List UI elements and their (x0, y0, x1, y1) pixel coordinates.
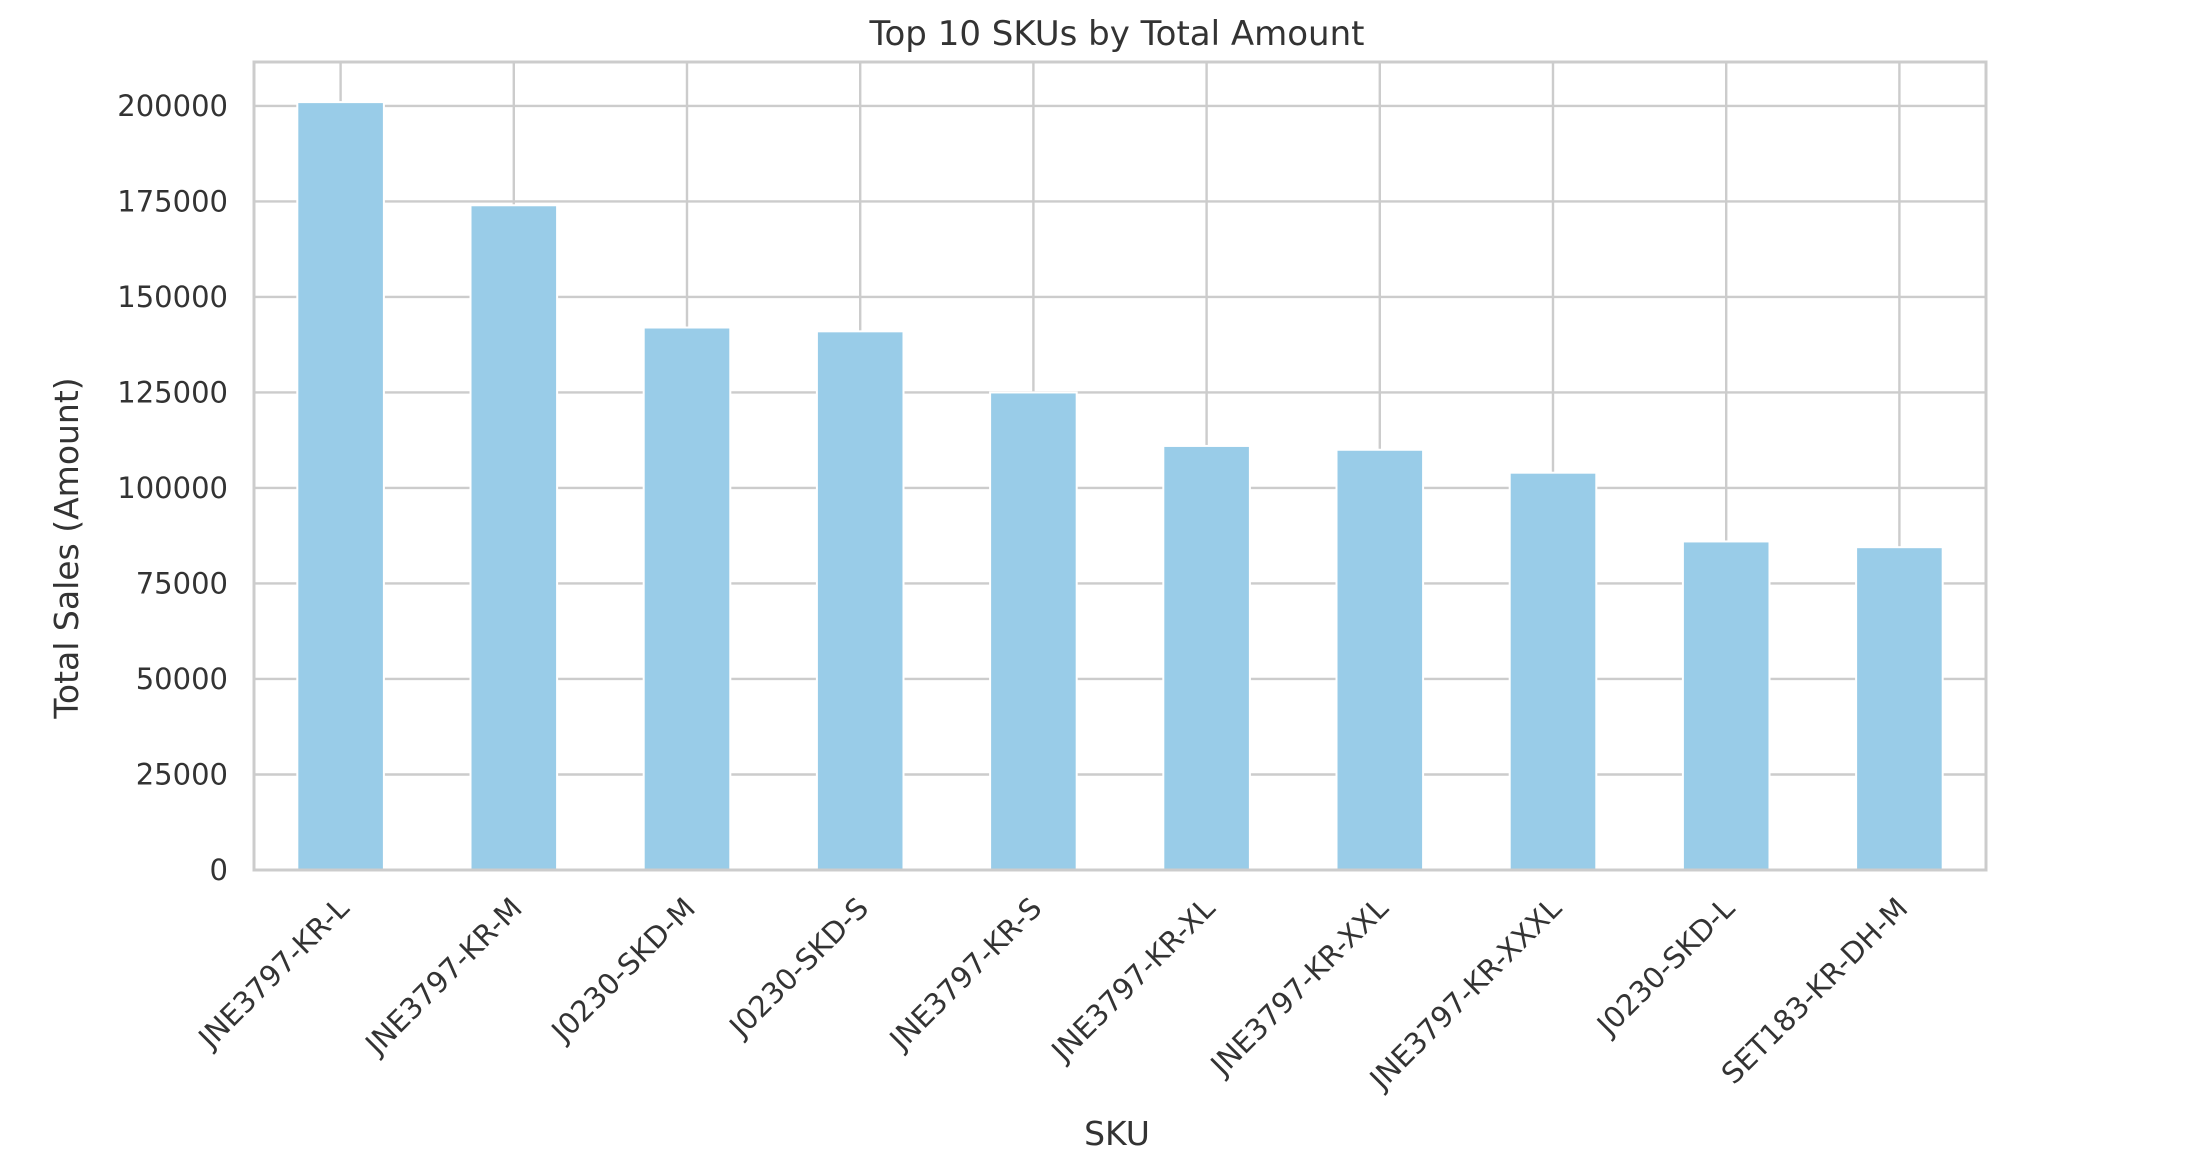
x-tick-label: SET183-KR-DH-M (1715, 891, 1915, 1091)
x-tick-label: JNE3797-KR-S (882, 891, 1049, 1058)
x-tick-label: JNE3797-KR-L (190, 891, 355, 1056)
x-tick-label: JNE3797-KR-XXL (1203, 891, 1395, 1083)
x-tick-label: J0230-SKD-L (1589, 891, 1741, 1043)
x-tick-label: JNE3797-KR-M (357, 891, 528, 1062)
y-tick-label: 25000 (136, 757, 228, 791)
chart-title: Top 10 SKUs by Total Amount (869, 14, 1365, 54)
y-tick-label: 100000 (117, 471, 228, 505)
bar (815, 330, 905, 872)
y-tick-label: 175000 (117, 184, 228, 218)
bar (642, 326, 732, 871)
bar (296, 101, 385, 872)
x-tick-label: J0230-SKD-S (721, 891, 875, 1045)
bar (1508, 471, 1598, 871)
x-tick-label: JNE3797-KR-XL (1043, 891, 1221, 1069)
x-tick-label: JNE3797-KR-XXXL (1362, 891, 1568, 1097)
y-tick-labels: 0 25000 50000 75000 100000 125000 150000 175000… (117, 89, 228, 887)
bar (1335, 448, 1425, 871)
x-tick-labels: JNE3797-KR-L JNE3797-KR-M J0230-SKD-M J0230… (190, 891, 1914, 1097)
bar (1855, 546, 1944, 871)
plot-frame (252, 60, 1988, 872)
bar (1681, 540, 1771, 871)
y-tick-label: 125000 (117, 375, 228, 409)
bar (1162, 444, 1251, 871)
bar (469, 204, 559, 872)
y-axis-label: Total Sales (Amount) (47, 377, 86, 719)
y-tick-label: 200000 (117, 89, 228, 123)
y-tick-label: 0 (210, 853, 228, 887)
y-tick-label: 75000 (136, 566, 228, 600)
x-axis-label: SKU (1084, 1114, 1150, 1153)
bars (296, 101, 1944, 872)
y-tick-label: 150000 (117, 280, 228, 314)
x-tick-label: J0230-SKD-M (544, 891, 702, 1049)
y-tick-label: 50000 (136, 662, 228, 696)
bar (989, 391, 1078, 871)
